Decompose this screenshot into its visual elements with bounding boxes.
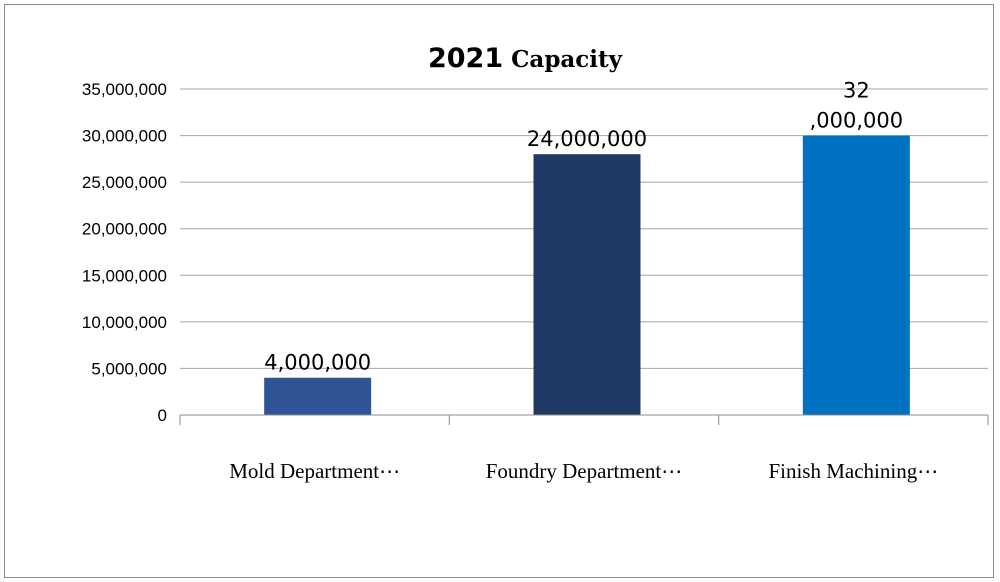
bar	[533, 154, 641, 415]
data-label: ,000,000	[810, 109, 904, 133]
chart-title-word: Capacity	[511, 46, 623, 73]
bars	[264, 135, 910, 416]
chart-title-year: 2021	[428, 43, 503, 74]
y-tick-label: 5,000,000	[91, 359, 167, 378]
y-tick-label: 25,000,000	[82, 173, 167, 192]
y-tick-label: 0	[158, 406, 167, 425]
y-tick-label: 15,000,000	[82, 266, 167, 285]
x-axis	[179, 414, 989, 425]
chart-title: 2021 Capacity	[428, 43, 623, 74]
y-tick-label: 10,000,000	[82, 313, 167, 332]
bar	[264, 377, 372, 415]
y-tick-label: 20,000,000	[82, 220, 167, 239]
data-label: 24,000,000	[527, 127, 647, 151]
bar	[802, 135, 910, 416]
y-tick-label: 30,000,000	[82, 127, 167, 146]
x-axis-category-labels: Mold Department⋯ Foundry Department⋯ Finis…	[229, 459, 938, 483]
x-category-label: Mold Department⋯	[229, 459, 400, 483]
data-label: 32	[843, 79, 870, 103]
y-tick-label: 35,000,000	[82, 80, 167, 99]
data-label: 4,000,000	[264, 351, 371, 375]
data-labels: 4,000,000 24,000,000 32 ,000,000	[264, 79, 903, 375]
x-category-label: Foundry Department⋯	[486, 459, 683, 483]
y-axis-tick-labels: 0 5,000,000 10,000,000 15,000,000 20,000,000…	[82, 80, 167, 425]
x-category-label: Finish Machining⋯	[768, 459, 938, 483]
